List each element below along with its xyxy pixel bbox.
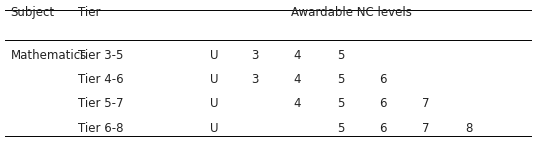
Text: 5: 5 [337, 122, 344, 135]
Text: U: U [210, 49, 219, 62]
Text: U: U [210, 73, 219, 86]
Text: 3: 3 [251, 49, 258, 62]
Text: 4: 4 [294, 73, 301, 86]
Text: 8: 8 [465, 122, 473, 135]
Text: 5: 5 [337, 97, 344, 110]
Text: 5: 5 [337, 73, 344, 86]
Text: Tier 5-7: Tier 5-7 [78, 97, 123, 110]
Text: 6: 6 [379, 73, 387, 86]
Text: 7: 7 [422, 122, 430, 135]
Text: 4: 4 [294, 97, 301, 110]
Text: U: U [210, 97, 219, 110]
Text: 3: 3 [251, 73, 258, 86]
Text: 6: 6 [379, 97, 387, 110]
Text: 7: 7 [422, 97, 430, 110]
Text: 4: 4 [294, 49, 301, 62]
Text: Tier 3-5: Tier 3-5 [78, 49, 123, 62]
Text: Awardable NC levels: Awardable NC levels [291, 6, 412, 19]
Text: 6: 6 [379, 122, 387, 135]
Text: Mathematics: Mathematics [11, 49, 87, 62]
Text: Subject: Subject [11, 6, 55, 19]
Text: Tier: Tier [78, 6, 100, 19]
Text: 5: 5 [337, 49, 344, 62]
Text: U: U [210, 122, 219, 135]
Text: Tier 4-6: Tier 4-6 [78, 73, 123, 86]
Text: Tier 6-8: Tier 6-8 [78, 122, 123, 135]
